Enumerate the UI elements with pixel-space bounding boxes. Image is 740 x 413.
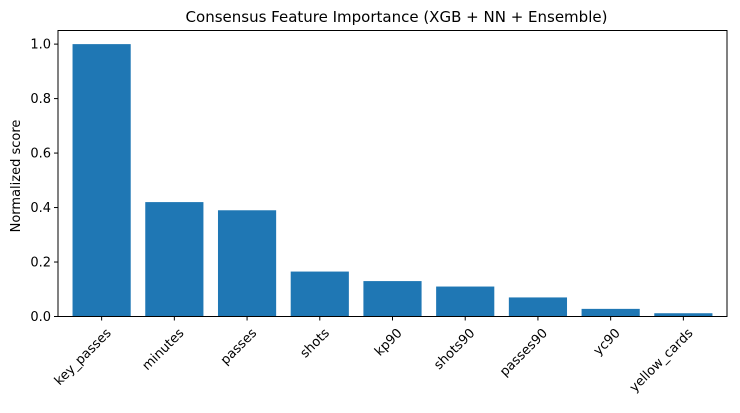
x-tick-label: shots90 <box>431 326 478 373</box>
y-tick-label: 0.0 <box>30 310 51 325</box>
x-tick-label: minutes <box>140 326 188 374</box>
y-tick-label: 0.4 <box>30 201 51 216</box>
bar-yc90 <box>581 308 640 317</box>
y-tick-label: 0.8 <box>30 92 51 107</box>
y-axis: 0.0 0.2 0.4 0.6 0.8 1.0 <box>30 38 58 325</box>
bar-passes <box>217 210 277 317</box>
x-tick-label: kp90 <box>372 326 405 359</box>
x-tick-label: yc90 <box>591 326 624 359</box>
y-axis-label: Normalized score <box>9 120 24 233</box>
x-tick-label: passes <box>218 326 260 368</box>
x-tick-label: shots <box>298 326 333 361</box>
bar-passes90 <box>508 297 568 317</box>
x-tick-label: passes90 <box>497 326 551 380</box>
bar-kp90 <box>363 281 422 317</box>
bar-yellow-cards <box>654 313 713 317</box>
plot-area-frame <box>57 30 728 317</box>
bar-minutes <box>145 202 204 317</box>
x-axis: key_passes minutes passes shots kp90 shots90 p… <box>52 316 697 396</box>
x-tick-label: yellow_cards <box>627 326 697 396</box>
bar-shots90 <box>436 286 495 317</box>
bars-layer <box>72 44 713 317</box>
y-tick-label: 0.2 <box>30 256 51 271</box>
x-tick-label: key_passes <box>52 326 115 389</box>
bar-key-passes <box>72 44 131 317</box>
chart-title: Consensus Feature Importance (XGB + NN +… <box>186 8 608 26</box>
bar-shots <box>290 271 349 317</box>
y-tick-label: 1.0 <box>30 38 51 53</box>
y-tick-label: 0.6 <box>30 147 51 162</box>
